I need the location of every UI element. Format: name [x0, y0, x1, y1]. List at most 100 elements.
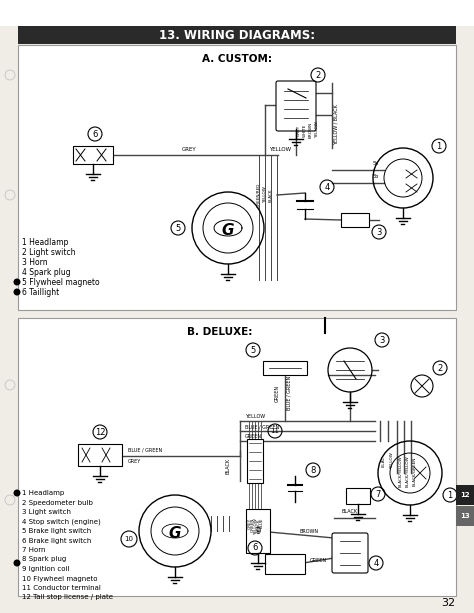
Text: 9 Ignition coil: 9 Ignition coil	[22, 566, 70, 572]
Text: GREEN: GREEN	[275, 384, 280, 402]
Text: YELLOW: YELLOW	[315, 121, 319, 139]
Text: 3 Horn: 3 Horn	[22, 257, 47, 267]
Text: BLUE / GREEN: BLUE / GREEN	[287, 376, 292, 410]
Text: 12 Tail stop license / plate: 12 Tail stop license / plate	[22, 595, 113, 601]
Circle shape	[5, 495, 15, 505]
Text: 5 Flywheel magneto: 5 Flywheel magneto	[22, 278, 100, 286]
Text: A. CUSTOM:: A. CUSTOM:	[202, 54, 272, 64]
Text: 32: 32	[441, 598, 455, 608]
Text: 11: 11	[271, 428, 280, 434]
Text: 3: 3	[376, 227, 382, 237]
Bar	[341, 213, 369, 227]
Text: YELLOW: YELLOW	[245, 414, 265, 419]
Text: YELLOW: YELLOW	[263, 186, 267, 204]
Text: 13. WIRING DIAGRAMS:: 13. WIRING DIAGRAMS:	[159, 28, 315, 42]
Text: 3: 3	[379, 335, 385, 345]
Text: 13: 13	[460, 513, 470, 519]
Circle shape	[5, 380, 15, 390]
Text: BLACK/GREEN: BLACK/GREEN	[413, 456, 417, 485]
Bar	[265, 554, 305, 574]
Text: BLACK/YELLOW: BLACK/YELLOW	[406, 455, 410, 487]
Bar	[456, 485, 474, 505]
Text: 5b: 5b	[373, 161, 379, 166]
Text: 4: 4	[324, 183, 329, 191]
Text: GREY: GREY	[128, 459, 141, 463]
Bar	[456, 506, 474, 526]
Text: G: G	[222, 223, 234, 237]
Text: 4: 4	[374, 558, 379, 568]
Text: BLACK: BLACK	[226, 458, 230, 474]
FancyBboxPatch shape	[276, 81, 316, 131]
Bar	[78, 444, 122, 466]
Text: BLACK/YELLOW: BLACK/YELLOW	[399, 455, 403, 487]
Text: 5 Brake light switch: 5 Brake light switch	[22, 528, 91, 534]
Text: 7 Horn: 7 Horn	[22, 547, 46, 553]
Text: BLACK: BLACK	[269, 188, 273, 202]
Text: YELLOW: YELLOW	[254, 518, 258, 535]
Text: 10: 10	[125, 536, 134, 542]
Text: YELLOW / BLACK: YELLOW / BLACK	[334, 105, 339, 145]
Text: BROWN: BROWN	[300, 529, 319, 534]
Text: BROWN: BROWN	[309, 122, 313, 138]
Bar	[263, 361, 307, 375]
Text: GREY: GREY	[182, 147, 196, 152]
Text: G: G	[169, 525, 181, 541]
Text: BLACK: BLACK	[342, 509, 358, 514]
Text: 5: 5	[250, 346, 255, 354]
Text: 2 Light switch: 2 Light switch	[22, 248, 75, 256]
Circle shape	[13, 490, 20, 497]
Text: 7: 7	[375, 490, 381, 498]
Text: 9: 9	[255, 527, 261, 536]
Circle shape	[13, 289, 20, 295]
Bar	[18, 26, 456, 44]
Text: GREY: GREY	[248, 518, 252, 529]
Text: GREEN: GREEN	[251, 518, 255, 532]
Text: 8: 8	[310, 465, 316, 474]
Text: LILAC: LILAC	[382, 455, 386, 466]
Text: BLUE / GREEN: BLUE / GREEN	[128, 447, 162, 452]
Text: 1: 1	[437, 142, 442, 151]
Text: GREEN/RED: GREEN/RED	[257, 183, 261, 207]
Text: YELLOW: YELLOW	[269, 147, 291, 152]
Text: GREY: GREY	[297, 124, 301, 135]
Text: 6: 6	[92, 129, 98, 139]
Text: 4 Spark plug: 4 Spark plug	[22, 267, 71, 276]
Text: 6 Taillight: 6 Taillight	[22, 287, 59, 297]
Circle shape	[5, 190, 15, 200]
Text: 1: 1	[447, 490, 453, 500]
Text: BLACK: BLACK	[257, 518, 261, 531]
Text: GREEN: GREEN	[245, 434, 262, 439]
Bar	[0, 0, 474, 26]
Text: BLUE: BLUE	[260, 518, 264, 528]
Bar	[73, 146, 113, 164]
Text: WHITE: WHITE	[303, 123, 307, 137]
Bar	[247, 439, 263, 483]
Text: 8 Spark plug: 8 Spark plug	[22, 557, 66, 563]
Text: 2: 2	[315, 70, 320, 80]
Text: 2 Speedometer bulb: 2 Speedometer bulb	[22, 500, 93, 506]
FancyBboxPatch shape	[332, 533, 368, 573]
Circle shape	[13, 278, 20, 286]
Bar	[346, 488, 370, 504]
Text: 3 Light switch: 3 Light switch	[22, 509, 71, 515]
Text: 1 Headlamp: 1 Headlamp	[22, 237, 68, 246]
Bar	[18, 45, 456, 310]
Text: 5b: 5b	[373, 174, 379, 179]
Circle shape	[13, 560, 20, 566]
Text: 10 Flywheel magneto: 10 Flywheel magneto	[22, 576, 98, 582]
Text: GREEN: GREEN	[310, 558, 327, 563]
Text: BLUE / GREEN: BLUE / GREEN	[245, 424, 279, 429]
Bar	[246, 509, 270, 553]
Text: 6: 6	[252, 544, 258, 552]
Text: 2: 2	[438, 364, 443, 373]
Circle shape	[5, 70, 15, 80]
Text: BLUE: BLUE	[259, 460, 264, 472]
Text: 5: 5	[175, 224, 181, 232]
Text: 11 Conductor terminal: 11 Conductor terminal	[22, 585, 101, 591]
Text: B. DELUXE:: B. DELUXE:	[187, 327, 253, 337]
Text: 1 Headlamp: 1 Headlamp	[22, 490, 64, 496]
Text: 6 Brake light switch: 6 Brake light switch	[22, 538, 91, 544]
Text: 12: 12	[460, 492, 470, 498]
Text: 12: 12	[95, 427, 105, 436]
Text: 4 Stop switch (engine): 4 Stop switch (engine)	[22, 518, 101, 525]
